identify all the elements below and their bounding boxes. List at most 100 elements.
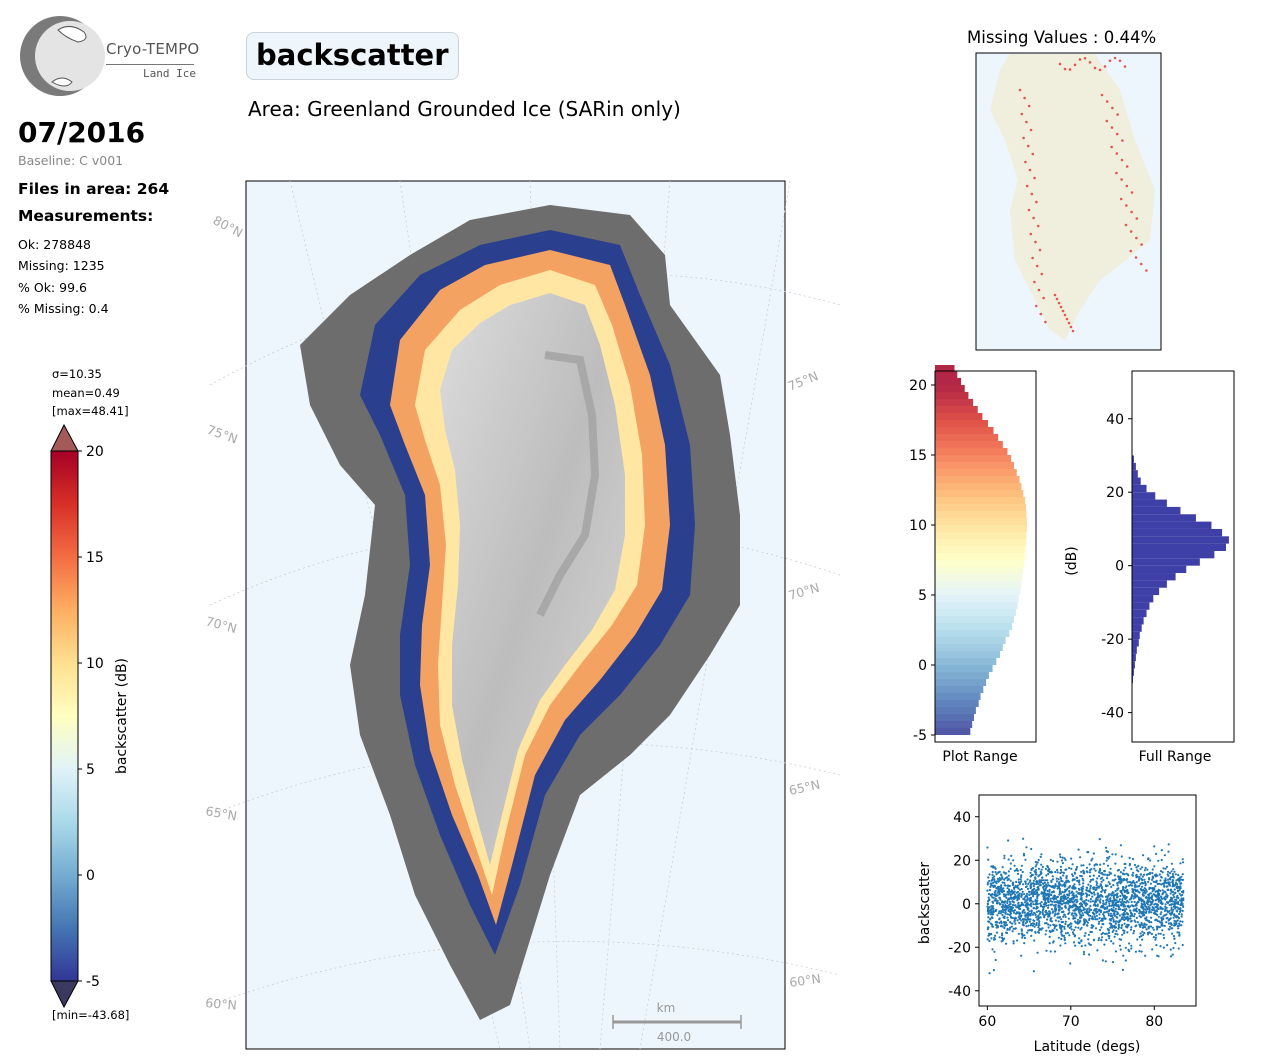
scatter-point — [1038, 880, 1041, 884]
scatter-point — [1118, 944, 1122, 947]
scatter-point — [1083, 934, 1086, 937]
scatter-point — [1143, 903, 1146, 906]
scatter-point — [1080, 864, 1083, 867]
scatter-point — [1180, 915, 1183, 918]
scatter-point — [1106, 864, 1110, 867]
scatter-point — [1102, 914, 1105, 917]
scatter-point — [1135, 876, 1138, 879]
scatter-point — [1076, 879, 1079, 882]
scatter-point — [1015, 886, 1019, 889]
scatter-point — [1041, 865, 1044, 869]
scatter-point — [1144, 888, 1147, 891]
scatter-point — [1000, 901, 1004, 904]
scatter-point — [1035, 905, 1038, 908]
scatter-point — [1101, 919, 1104, 922]
scatter-point — [1173, 914, 1176, 917]
scatter-point — [1117, 868, 1120, 872]
scatter-point — [1093, 908, 1096, 911]
scatter-point — [1160, 895, 1163, 898]
scatter-point — [1154, 912, 1157, 915]
hist1-bar — [935, 539, 1027, 546]
scatter-point — [1171, 932, 1174, 935]
scatter-point — [1133, 881, 1136, 885]
hist1-bar — [935, 525, 1027, 532]
scatter-point — [1054, 913, 1057, 916]
scatter-point — [1160, 921, 1163, 924]
scatter-point — [1112, 894, 1115, 897]
scatter-point — [1094, 918, 1097, 921]
missing-point — [1115, 171, 1118, 175]
scatter-point — [1064, 902, 1067, 905]
hist1-bar — [935, 455, 1012, 462]
scatter-point — [1172, 885, 1175, 888]
scatter-point — [1120, 878, 1123, 881]
scatter-point — [1064, 932, 1067, 935]
scatter-point — [1091, 895, 1094, 898]
scatter-point — [1126, 923, 1129, 926]
scatter-point — [1153, 888, 1156, 891]
scatter-point — [1164, 908, 1167, 911]
scatter-point — [1071, 900, 1074, 903]
scatter-point — [1125, 908, 1128, 911]
scatter-point — [1132, 909, 1135, 912]
scatter-point — [1114, 950, 1117, 953]
hist2-frame — [1131, 370, 1235, 743]
scatter-point — [1043, 922, 1047, 925]
missing-point — [1116, 113, 1119, 116]
scatter-point — [1156, 919, 1159, 922]
scatter-point — [986, 889, 989, 892]
scatter-point — [1030, 868, 1033, 872]
scatter-point — [1135, 904, 1138, 907]
scatter-point — [996, 914, 999, 917]
colorbar-tick-label: 20 — [86, 444, 104, 460]
scatter-point — [1079, 892, 1082, 895]
scatter-point — [1124, 959, 1127, 962]
scatter-point — [1111, 902, 1114, 905]
scatter-point — [1007, 874, 1010, 877]
scatter-point — [1004, 924, 1007, 927]
hist1-tick-label: 20 — [909, 378, 927, 394]
scatter-point — [1163, 884, 1166, 887]
scatter-point — [1080, 945, 1083, 948]
scatter-point — [1086, 886, 1089, 889]
scatter-point — [1110, 885, 1113, 888]
scatter-point — [1097, 939, 1100, 942]
files-count: Files in area: 264 — [18, 180, 170, 198]
scatter-point — [1118, 880, 1121, 883]
scatter-point — [1051, 878, 1054, 881]
missing-point — [1123, 65, 1127, 68]
scatter-point — [1134, 950, 1137, 953]
scatter-point — [1164, 914, 1167, 917]
scatter-point — [996, 894, 999, 897]
scalebar-unit: km — [657, 1001, 676, 1015]
scatter-point — [989, 893, 992, 896]
scatter-point — [1181, 878, 1185, 881]
scatter-point — [1125, 926, 1129, 929]
scatter-point — [1145, 928, 1148, 931]
scatter-point — [1170, 923, 1173, 926]
scatter-point — [1085, 902, 1088, 905]
scatter-point — [1059, 944, 1062, 947]
scatter-point — [1090, 926, 1093, 929]
scatter-point — [1101, 959, 1104, 962]
scatter-point — [1108, 904, 1111, 907]
scatter-point — [1121, 899, 1124, 903]
scatter-point — [1025, 903, 1028, 906]
scatter-point — [1007, 839, 1010, 842]
scatter-point — [1095, 886, 1099, 889]
scatter-point — [1116, 884, 1119, 887]
scatter-point — [1059, 871, 1062, 875]
scatter-point — [1167, 888, 1170, 892]
scatter-point — [1000, 905, 1004, 908]
scatter-point — [1174, 873, 1177, 876]
scatter-xlabel: Latitude (degs) — [1034, 1039, 1141, 1055]
scatter-point — [1049, 924, 1052, 927]
scatter-point — [1101, 895, 1104, 898]
scatter-point — [1071, 912, 1074, 915]
scatter-point — [1178, 931, 1181, 934]
scatter-point — [1060, 918, 1063, 921]
hist1-bar — [935, 658, 997, 665]
scatter-point — [1140, 881, 1143, 884]
scatter-point — [1021, 870, 1024, 874]
scatter-point — [1110, 922, 1113, 926]
